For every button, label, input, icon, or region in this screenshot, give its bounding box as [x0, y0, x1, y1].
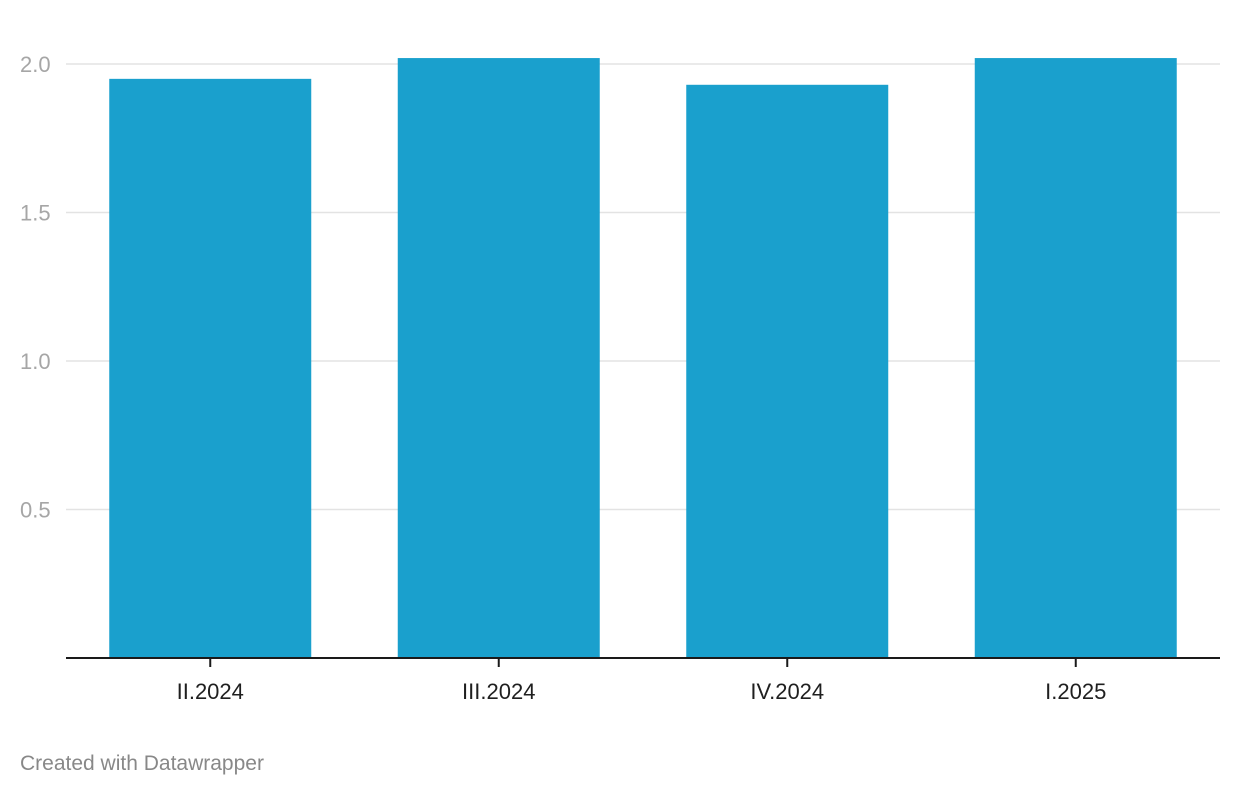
x-tick-label: III.2024: [462, 679, 535, 704]
y-tick-label: 1.5: [20, 201, 51, 226]
y-axis: 2.0 1.5 1.0 0.5: [20, 52, 51, 523]
y-tick-label: 2.0: [20, 52, 51, 77]
bar: [109, 78, 312, 659]
bar: [397, 58, 600, 659]
footer-credit: Created with Datawrapper: [20, 752, 264, 775]
x-tick-label: II.2024: [177, 679, 244, 704]
x-tick-label: I.2025: [1045, 679, 1106, 704]
y-tick-label: 0.5: [20, 498, 51, 523]
x-axis: II.2024 III.2024 IV.2024 I.2025: [66, 657, 1220, 704]
bar: [974, 58, 1177, 659]
x-tick-label: IV.2024: [750, 679, 824, 704]
bars: [109, 58, 1177, 659]
y-tick-label: 1.0: [20, 349, 51, 374]
bar: [686, 84, 889, 659]
